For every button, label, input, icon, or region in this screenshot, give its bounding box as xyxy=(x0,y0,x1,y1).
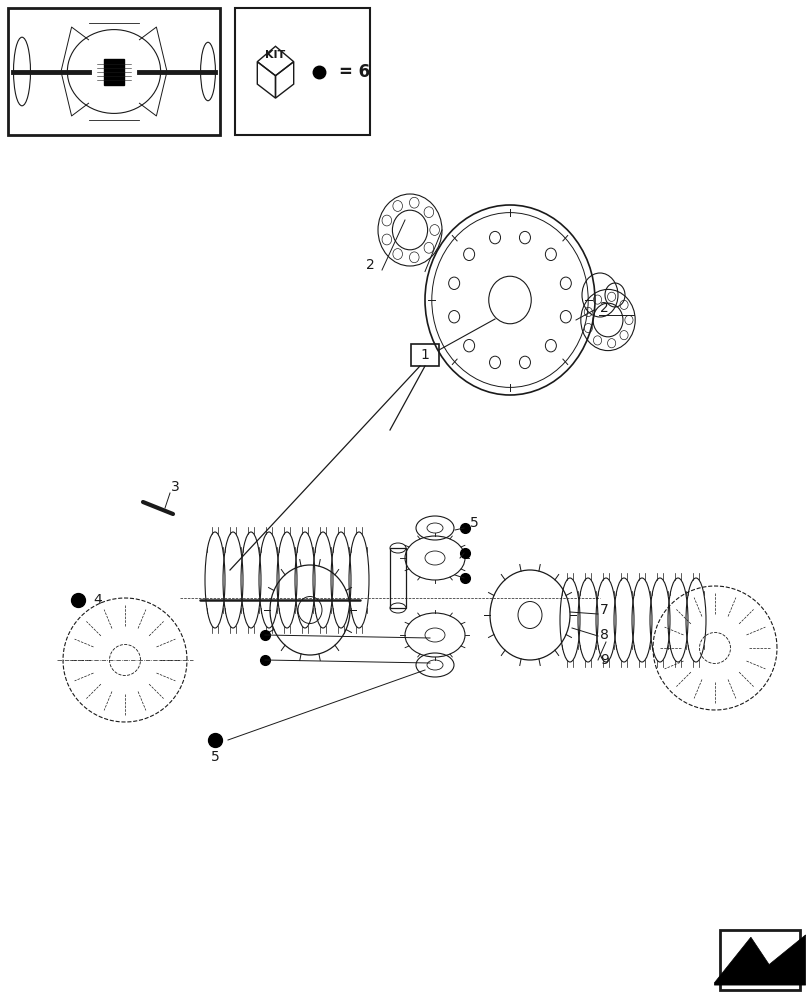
Text: 2: 2 xyxy=(365,258,374,272)
Text: 4: 4 xyxy=(93,593,101,607)
Text: 5: 5 xyxy=(210,750,219,764)
Polygon shape xyxy=(714,935,805,985)
Bar xyxy=(8,8,220,135)
Text: 7: 7 xyxy=(599,603,608,617)
Text: 9: 9 xyxy=(599,653,608,667)
Bar xyxy=(719,930,799,990)
Bar xyxy=(410,344,439,366)
Bar xyxy=(234,8,370,135)
Text: 2: 2 xyxy=(599,301,608,315)
Text: 3: 3 xyxy=(170,480,179,494)
Text: 1: 1 xyxy=(420,348,429,362)
Bar xyxy=(104,59,124,85)
Bar xyxy=(389,548,406,608)
Text: = 6: = 6 xyxy=(338,63,369,81)
Text: 5: 5 xyxy=(470,516,478,530)
Text: KIT: KIT xyxy=(265,50,285,60)
Text: 8: 8 xyxy=(599,628,608,642)
